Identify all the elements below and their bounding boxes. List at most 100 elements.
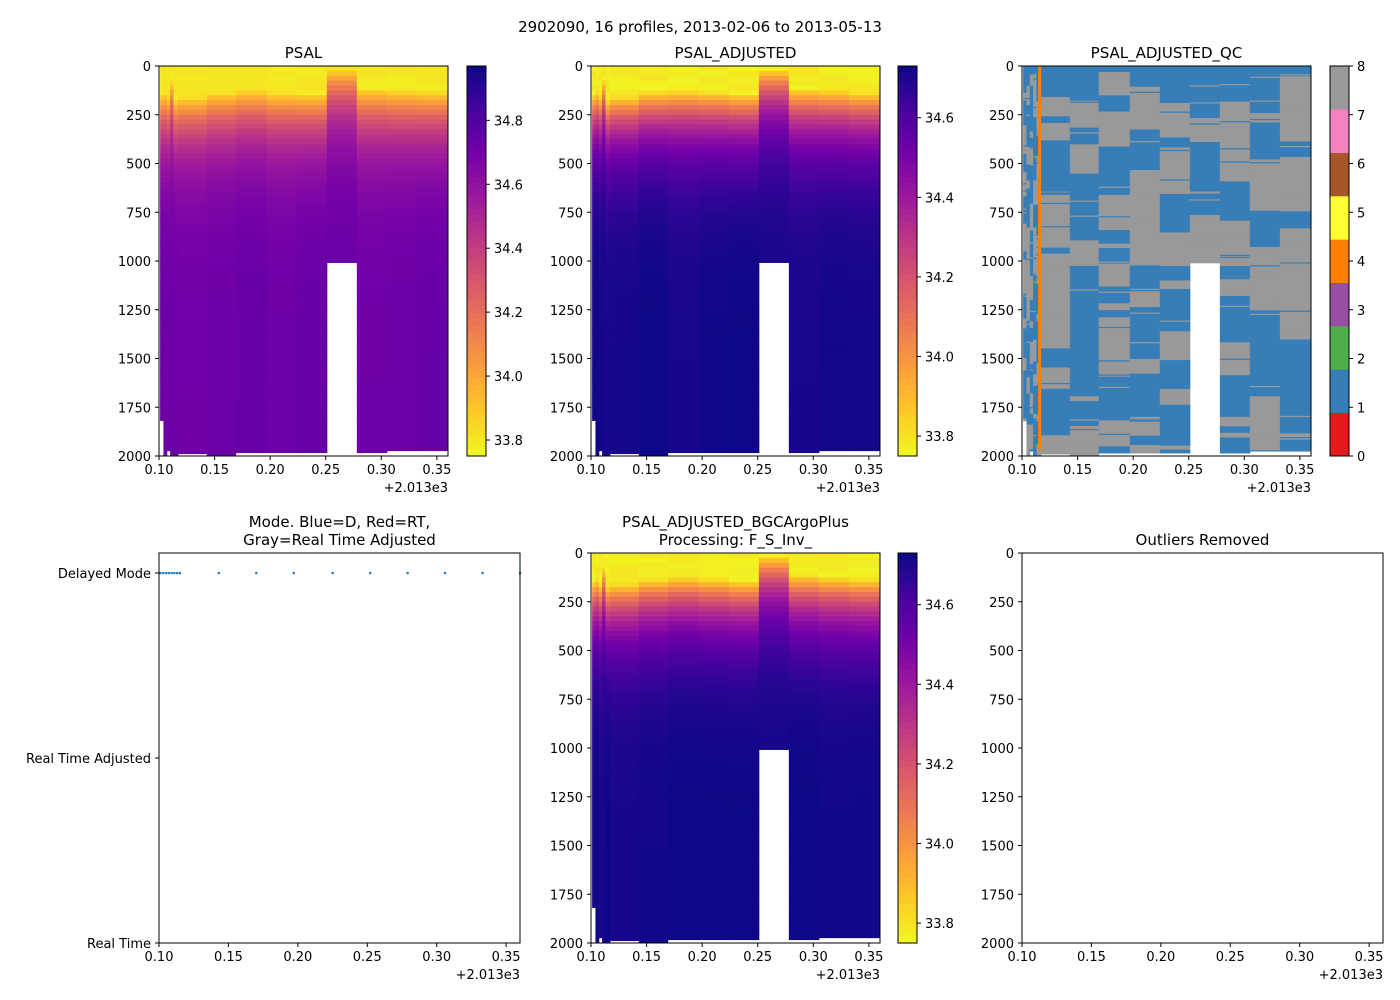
qc-stripe bbox=[1029, 235, 1034, 237]
heatmap-cell bbox=[818, 109, 850, 116]
heatmap-cell bbox=[848, 270, 881, 277]
qc-cell bbox=[1069, 359, 1100, 397]
heatmap-cell bbox=[416, 153, 449, 160]
heatmap-cell bbox=[296, 168, 328, 174]
heatmap-cell bbox=[602, 904, 606, 910]
heatmap-cell bbox=[170, 85, 174, 91]
heatmap-cell bbox=[602, 592, 606, 598]
colorbar-segment bbox=[898, 774, 917, 782]
qc-cell bbox=[1026, 320, 1031, 343]
heatmap-cell bbox=[173, 441, 179, 447]
heatmap-cell bbox=[818, 95, 850, 101]
heatmap-cell bbox=[163, 187, 168, 194]
heatmap-cell bbox=[788, 889, 820, 895]
heatmap-cell bbox=[592, 270, 596, 277]
y-tick-label: 1000 bbox=[118, 255, 151, 270]
heatmap-cell bbox=[356, 343, 388, 350]
qc-cell bbox=[1249, 338, 1281, 383]
heatmap-cell bbox=[598, 631, 603, 637]
heatmap-cell bbox=[667, 567, 700, 574]
heatmap-cell bbox=[166, 114, 171, 121]
heatmap-cell bbox=[609, 173, 640, 179]
heatmap-cell bbox=[166, 334, 171, 340]
heatmap-cell bbox=[592, 801, 596, 808]
heatmap-cell bbox=[595, 197, 600, 204]
colorbar-segment bbox=[467, 326, 486, 334]
heatmap-cell bbox=[609, 748, 640, 754]
heatmap-cell bbox=[602, 635, 606, 642]
heatmap-cell bbox=[698, 70, 730, 77]
heatmap-cell bbox=[602, 791, 606, 798]
heatmap-cell bbox=[818, 845, 850, 851]
heatmap-cell bbox=[638, 918, 669, 925]
heatmap-cell bbox=[728, 392, 760, 399]
heatmap-cell bbox=[177, 339, 208, 345]
heatmap-cell bbox=[602, 670, 606, 676]
y-tick-label: 1250 bbox=[550, 304, 583, 319]
heatmap-cell bbox=[698, 606, 730, 613]
heatmap-cell bbox=[788, 75, 820, 82]
heatmap-cell bbox=[667, 782, 700, 788]
heatmap-cell bbox=[206, 426, 237, 433]
heatmap-cell bbox=[698, 562, 730, 569]
heatmap-cell bbox=[728, 124, 760, 130]
heatmap-cell bbox=[698, 417, 730, 423]
heatmap-cell bbox=[758, 699, 790, 705]
heatmap-cell bbox=[592, 767, 596, 773]
colorbar-segment bbox=[898, 878, 917, 886]
heatmap-cell bbox=[818, 694, 850, 700]
heatmap-cell bbox=[638, 596, 669, 603]
heatmap-cell bbox=[266, 183, 298, 189]
heatmap-cell bbox=[788, 928, 820, 934]
heatmap-cell bbox=[667, 270, 700, 277]
heatmap-cell bbox=[163, 436, 168, 442]
heatmap-cell bbox=[160, 275, 164, 282]
heatmap-cell bbox=[206, 124, 237, 130]
heatmap-cell bbox=[698, 290, 730, 296]
heatmap-cell bbox=[605, 265, 611, 272]
y-tick-label: 1500 bbox=[118, 353, 151, 368]
heatmap-cell bbox=[667, 300, 700, 306]
qc-cell bbox=[1279, 433, 1312, 441]
heatmap-cell bbox=[698, 796, 730, 803]
heatmap-cell bbox=[592, 821, 596, 827]
colorbar-segment bbox=[898, 787, 917, 795]
y-tick-label: 250 bbox=[126, 109, 151, 124]
heatmap-cell bbox=[667, 324, 700, 330]
qc-cell bbox=[1098, 72, 1131, 96]
heatmap-cell bbox=[386, 285, 418, 291]
heatmap-cell bbox=[266, 275, 298, 282]
heatmap-cell bbox=[698, 674, 730, 681]
heatmap-cell bbox=[592, 226, 596, 233]
heatmap-cell bbox=[788, 295, 820, 301]
heatmap-cell bbox=[667, 855, 700, 861]
heatmap-cell bbox=[326, 90, 358, 96]
heatmap-cell bbox=[356, 392, 388, 399]
heatmap-cell bbox=[602, 894, 606, 900]
heatmap-cell bbox=[848, 417, 881, 423]
heatmap-cell bbox=[173, 339, 179, 345]
heatmap-cell bbox=[602, 650, 606, 656]
heatmap-cell bbox=[609, 865, 640, 871]
heatmap-cell bbox=[605, 226, 611, 233]
heatmap-cell bbox=[163, 446, 168, 452]
heatmap-cell bbox=[163, 358, 168, 364]
y-tick-label: 2000 bbox=[118, 450, 151, 465]
heatmap-cell bbox=[235, 373, 268, 379]
heatmap-cell bbox=[609, 275, 640, 282]
heatmap-cell bbox=[386, 207, 418, 213]
heatmap-cell bbox=[638, 295, 669, 301]
heatmap-cell bbox=[609, 197, 640, 204]
heatmap-cell bbox=[605, 114, 611, 121]
heatmap-cell bbox=[667, 397, 700, 403]
heatmap-cell bbox=[416, 114, 449, 121]
heatmap-cell bbox=[170, 387, 174, 394]
heatmap-cell bbox=[602, 173, 606, 179]
colorbar-segment bbox=[467, 85, 486, 93]
heatmap-cell bbox=[848, 791, 881, 798]
heatmap-cell bbox=[698, 782, 730, 788]
qc-stripe bbox=[1098, 216, 1131, 218]
heatmap-cell bbox=[173, 158, 179, 165]
heatmap-cell bbox=[758, 713, 790, 720]
heatmap-cell bbox=[728, 777, 760, 783]
